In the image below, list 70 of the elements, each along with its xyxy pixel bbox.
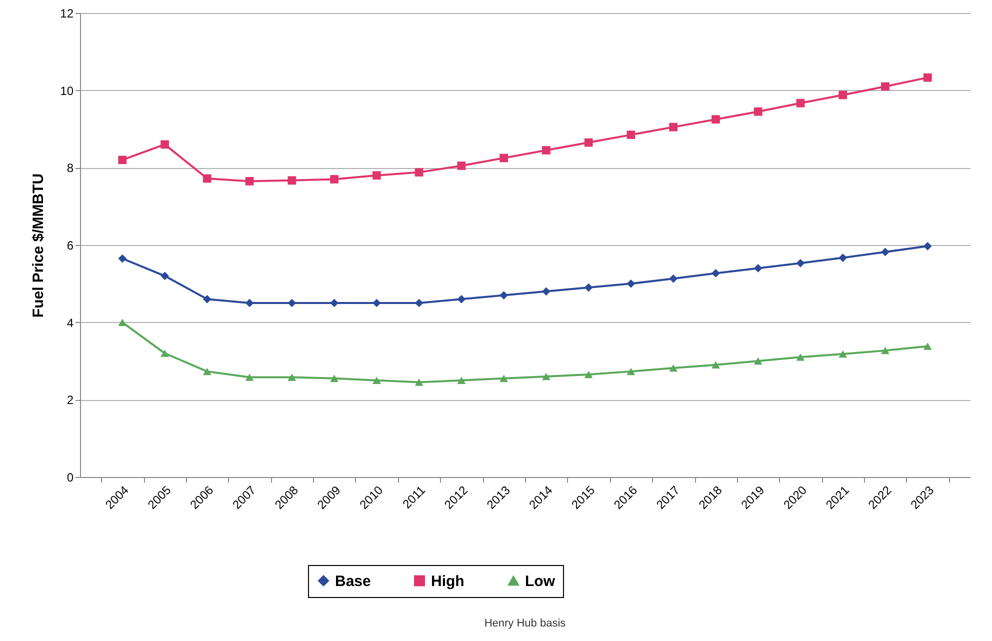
point [796,98,805,108]
point [712,361,720,368]
point [160,140,169,149]
point [881,248,890,256]
point [457,376,466,384]
point [584,283,593,292]
point [669,122,678,132]
point [202,174,212,183]
point [838,254,848,262]
point [118,254,127,263]
text: Henry Hub basis [484,618,566,630]
point [414,378,424,386]
y-tick-label: 4 [66,316,74,330]
point [500,154,508,162]
point [584,370,593,378]
point [796,354,805,361]
y-tick-label: 0 [66,470,74,484]
point [881,346,890,354]
point [414,168,424,176]
point [414,298,424,308]
point [118,318,127,326]
point [245,374,254,381]
legend-label: Low [525,572,556,590]
point [923,242,932,250]
point [754,357,762,365]
point [542,287,550,296]
point [160,272,169,280]
y-tick-label: 10 [60,84,74,98]
point [542,372,550,380]
point [754,264,762,272]
point [457,162,466,170]
point [669,364,678,372]
y-tick-label: 2 [66,393,74,408]
point [584,138,593,147]
point [923,342,932,350]
point [838,90,848,100]
point [288,176,296,185]
point [372,376,381,384]
point [500,291,508,300]
legend-label: Base [335,572,371,590]
point [626,368,636,376]
point [288,374,296,381]
y-tick-label: 6 [66,238,74,252]
y-axis-title: Fuel Price $/MMBTU [30,173,48,318]
point [838,350,848,358]
point [118,156,127,164]
point [372,171,381,180]
point [626,279,636,288]
point [881,82,890,91]
legend-label: High [431,572,464,590]
point [712,115,720,124]
point [245,177,254,186]
point [330,298,338,308]
point [669,274,678,283]
point [457,294,466,304]
point [330,374,338,382]
point [626,130,636,139]
point [923,73,932,82]
point [245,298,254,308]
point [754,107,762,116]
point [160,350,169,357]
point [330,175,338,184]
point [796,258,805,268]
y-tick-label: 12 [60,6,74,20]
point [500,374,508,382]
point [202,294,212,304]
point [542,146,550,154]
point [202,368,212,376]
y-tick-label: 8 [66,161,74,176]
point [712,269,720,278]
